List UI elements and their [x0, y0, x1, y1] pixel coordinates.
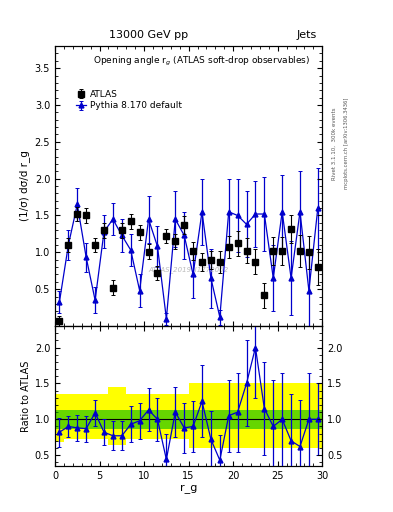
Text: Jets: Jets: [297, 31, 317, 40]
Text: Opening angle r$_g$ (ATLAS soft-drop observables): Opening angle r$_g$ (ATLAS soft-drop obs…: [94, 54, 310, 68]
Legend: ATLAS, Pythia 8.170 default: ATLAS, Pythia 8.170 default: [73, 87, 185, 113]
Text: Rivet 3.1.10,  300k events: Rivet 3.1.10, 300k events: [332, 107, 337, 180]
Text: mcplots.cern.ch [arXiv:1306.3436]: mcplots.cern.ch [arXiv:1306.3436]: [344, 98, 349, 189]
Text: ATLAS_2019_I1772062: ATLAS_2019_I1772062: [149, 267, 229, 273]
Text: 13000 GeV pp: 13000 GeV pp: [109, 31, 188, 40]
Y-axis label: (1/σ) dσ/d r_g: (1/σ) dσ/d r_g: [20, 151, 31, 222]
Y-axis label: Ratio to ATLAS: Ratio to ATLAS: [20, 360, 31, 432]
X-axis label: r_g: r_g: [180, 483, 197, 494]
